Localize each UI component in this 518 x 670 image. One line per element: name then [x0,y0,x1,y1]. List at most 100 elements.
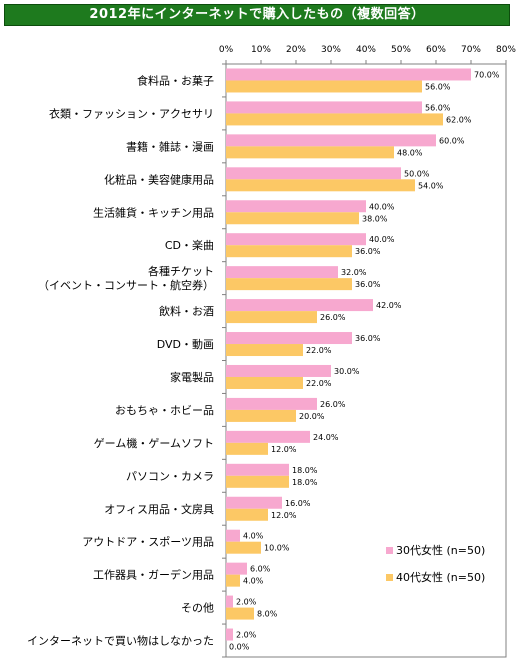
data-label: 32.0% [341,268,367,277]
category-label: ゲーム機・ゲームソフト [94,436,214,450]
data-label: 36.0% [355,247,381,256]
category-label: 家電製品 [170,370,214,384]
bar [226,595,233,608]
category-label: おもちゃ・ホビー品 [115,404,214,417]
bar [226,475,289,488]
bar [226,376,303,389]
category-label: アウトドア・スポーツ用品 [82,536,214,549]
data-label: 36.0% [355,334,381,343]
data-label: 20.0% [299,412,325,421]
category-label: CD・楽曲 [165,239,214,252]
bar [226,628,233,641]
category-label: DVD・動画 [157,337,214,351]
category-label: 食料品・お菓子 [137,73,214,87]
bar [226,562,247,575]
legend-swatch [386,547,393,554]
x-tick-label: 20% [286,45,306,55]
x-tick-label: 70% [461,45,481,55]
category-label: 飲料・お酒 [159,304,214,318]
data-label: 62.0% [446,115,472,124]
bar [226,101,422,114]
category-label: オフィス用品・文房具 [104,502,214,516]
data-label: 2.0% [236,598,257,607]
bar [226,332,352,345]
data-label: 12.0% [271,445,297,454]
data-label: 26.0% [320,400,346,409]
data-label: 4.0% [243,532,264,541]
data-label: 36.0% [355,280,381,289]
data-label: 22.0% [306,379,332,388]
data-label: 42.0% [376,301,402,310]
bar [226,409,296,422]
bar [226,233,366,246]
bar [226,442,268,455]
category-label: 工作器具・ガーデン用品 [93,568,214,582]
bar [226,200,366,213]
x-tick-label: 0% [219,45,234,55]
bar [226,167,401,180]
x-tick-label: 60% [426,45,446,55]
bar [226,179,415,192]
x-tick-label: 50% [391,45,411,55]
bar [226,266,338,279]
data-label: 40.0% [369,202,395,211]
legend-entry: 30代女性 (n=50) [396,543,485,557]
data-label: 16.0% [285,499,311,508]
x-tick-label: 40% [356,45,376,55]
bar [226,364,331,377]
bar [226,397,317,410]
bar [226,311,317,324]
data-label: 2.0% [236,631,257,640]
data-label: 56.0% [425,103,451,112]
data-label: 60.0% [439,136,465,145]
bar [226,113,443,126]
x-tick-label: 10% [251,45,271,55]
data-label: 8.0% [257,610,278,619]
category-label: その他 [181,602,214,615]
data-label: 6.0% [250,565,271,574]
data-label: 40.0% [369,235,395,244]
category-label: 書籍・雑誌・漫画 [126,139,214,153]
data-label: 50.0% [404,169,430,178]
legend-entry: 40代女性 (n=50) [396,570,485,584]
data-label: 56.0% [425,82,451,91]
bar [226,146,394,159]
legend-swatch [386,574,393,581]
category-label: インターネットで買い物はしなかった [27,634,214,648]
category-label: パソコン・カメラ [126,470,214,483]
category-label: 化粧品・美容健康用品 [104,172,214,186]
chart-title: 2012年にインターネットで購入したもの（複数回答） [4,4,510,26]
category-label: 衣類・ファッション・アクセサリ [49,106,214,120]
bar [226,212,359,225]
category-label: 各種チケット [148,264,214,278]
x-tick-label: 80% [496,45,516,55]
data-label: 10.0% [264,544,290,553]
data-label: 22.0% [306,346,332,355]
data-label: 30.0% [334,367,360,376]
bar [226,430,310,443]
data-label: 24.0% [313,433,339,442]
bar [226,541,261,554]
data-label: 38.0% [362,214,388,223]
bar [226,278,352,291]
bar [226,245,352,258]
bar [226,299,373,312]
bar [226,496,282,509]
plot-area [225,63,507,658]
bar [226,508,268,521]
x-tick-label: 30% [321,45,341,55]
bar [226,529,240,542]
category-label: 生活雑貨・キッチン用品 [93,205,214,219]
bar [226,463,289,476]
bar [226,574,240,587]
data-label: 26.0% [320,313,346,322]
bar [226,344,303,357]
data-label: 4.0% [243,577,264,586]
data-label: 48.0% [397,148,423,157]
bar [226,134,436,147]
data-label: 70.0% [474,70,500,79]
category-label: （イベント・コンサート・航空券） [38,278,214,292]
data-label: 12.0% [271,511,297,520]
data-label: 0.0% [229,643,250,652]
